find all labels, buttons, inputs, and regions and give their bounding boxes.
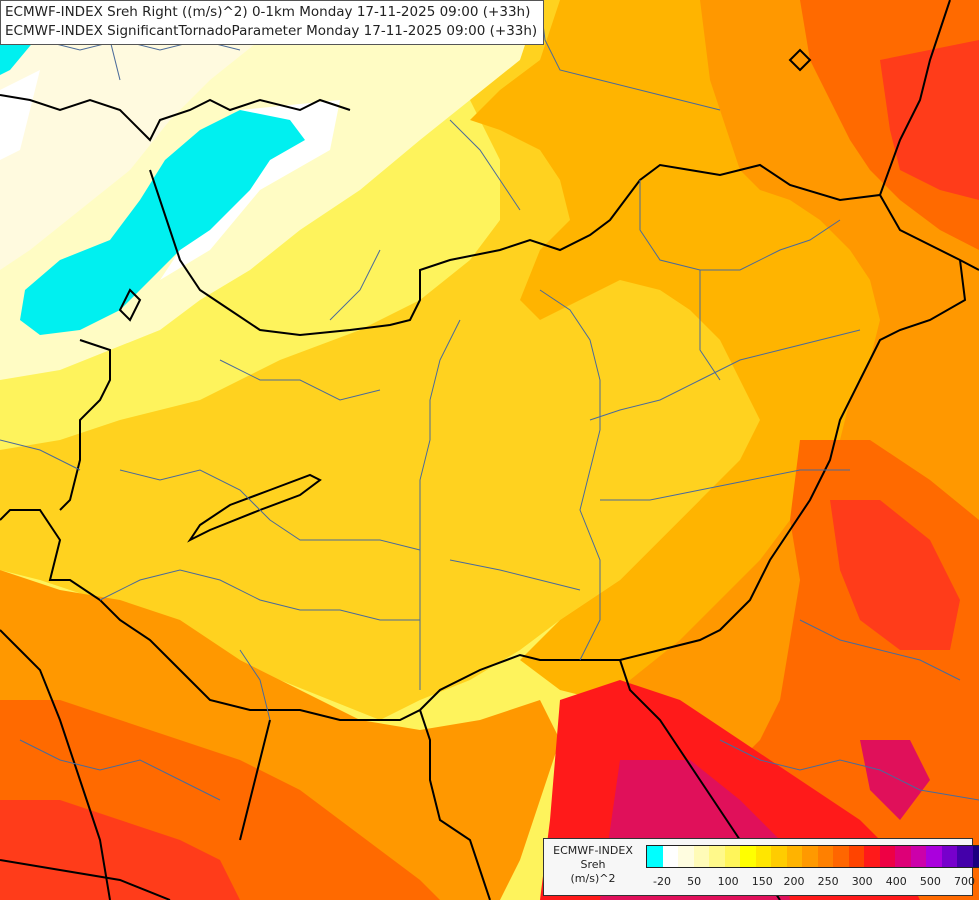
legend-swatch — [724, 846, 740, 867]
legend-swatch — [786, 846, 802, 867]
legend-swatch — [662, 846, 678, 867]
title-line-1: ECMWF-INDEX Sreh Right ((m/s)^2) 0-1km M… — [5, 4, 531, 20]
legend-tick-label: 400 — [885, 875, 907, 888]
legend-swatch — [833, 846, 849, 867]
legend-title: ECMWF-INDEX Sreh (m/s)^2 — [546, 844, 640, 886]
legend-swatch — [817, 846, 833, 867]
legend-tick-label: 150 — [751, 875, 773, 888]
legend-swatch — [678, 846, 694, 867]
legend-tick-label: 250 — [817, 875, 839, 888]
field-cyan-main — [20, 110, 305, 335]
legend-swatch — [941, 846, 957, 867]
field-red-east — [830, 500, 960, 650]
legend-tick-label: -20 — [653, 875, 671, 888]
legend-tick-label: 300 — [851, 875, 873, 888]
region-borders — [0, 0, 979, 801]
color-legend: ECMWF-INDEX Sreh (m/s)^2 -20 50 100 150 200 2… — [543, 838, 979, 896]
legend-swatch — [972, 846, 979, 867]
legend-title-line-1: ECMWF-INDEX — [553, 844, 633, 857]
legend-title-line-2: Sreh — [580, 858, 606, 871]
legend-tick-label: 200 — [783, 875, 805, 888]
legend-swatch — [693, 846, 709, 867]
legend-swatch — [926, 846, 942, 867]
legend-swatch — [709, 846, 725, 867]
legend-ticks: -20 50 100 150 200 250 300 400 500 700 — [646, 875, 975, 889]
legend-swatch — [647, 846, 663, 867]
field-red-ne — [880, 40, 979, 200]
legend-swatch — [864, 846, 880, 867]
legend-swatch — [848, 846, 864, 867]
legend-swatch — [740, 846, 756, 867]
field-red-sw — [0, 800, 240, 900]
field-white — [0, 70, 40, 160]
legend-swatch — [910, 846, 926, 867]
legend-swatch — [895, 846, 911, 867]
field-magenta-east — [860, 740, 930, 820]
field-lighter-yellow — [0, 0, 300, 270]
legend-swatch — [879, 846, 895, 867]
map-title-box: ECMWF-INDEX Sreh Right ((m/s)^2) 0-1km M… — [0, 0, 545, 45]
legend-swatch — [802, 846, 818, 867]
legend-tick-label: 500 — [919, 875, 941, 888]
legend-tick-label: 700 — [953, 875, 975, 888]
legend-swatch — [771, 846, 787, 867]
legend-swatch — [755, 846, 771, 867]
legend-tick-label: 50 — [687, 875, 702, 888]
title-line-2: ECMWF-INDEX SignificantTornadoParameter … — [5, 23, 538, 39]
legend-title-line-3: (m/s)^2 — [570, 872, 616, 885]
legend-tick-label: 100 — [717, 875, 739, 888]
legend-swatch — [957, 846, 973, 867]
legend-color-bar — [646, 845, 979, 868]
